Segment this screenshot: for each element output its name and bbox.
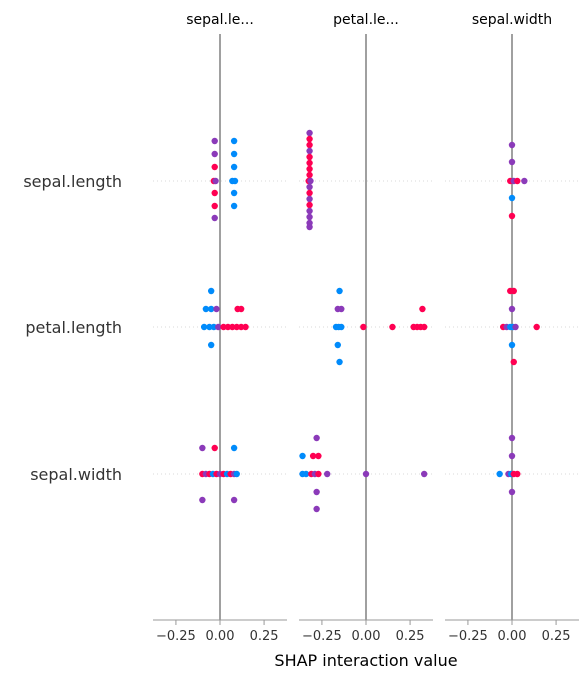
data-point-100 bbox=[313, 435, 319, 441]
panel-title-2: sepal.width bbox=[472, 12, 552, 28]
data-point-109 bbox=[324, 471, 330, 477]
data-point-10 bbox=[212, 190, 218, 196]
data-point-83 bbox=[511, 359, 517, 365]
data-point-112 bbox=[313, 489, 319, 495]
data-point-74 bbox=[511, 288, 517, 294]
data-point-121 bbox=[509, 489, 515, 495]
data-point-3 bbox=[231, 151, 237, 157]
data-point-0 bbox=[212, 138, 218, 144]
data-point-97 bbox=[234, 471, 240, 477]
row-label-2: sepal.width bbox=[30, 465, 122, 484]
data-point-12 bbox=[212, 203, 218, 209]
x-tick-label-1-1: 0.00 bbox=[352, 629, 381, 644]
data-point-39 bbox=[509, 195, 515, 201]
data-point-24 bbox=[307, 178, 313, 184]
x-axis-label: SHAP interaction value bbox=[274, 651, 457, 670]
data-point-114 bbox=[509, 435, 515, 441]
data-point-115 bbox=[509, 453, 515, 459]
data-point-56 bbox=[242, 324, 248, 330]
data-point-82 bbox=[509, 342, 515, 348]
data-point-14 bbox=[212, 215, 218, 221]
data-point-30 bbox=[306, 214, 312, 220]
data-point-99 bbox=[231, 497, 237, 503]
x-tick-label-0-2: 0.25 bbox=[250, 629, 279, 644]
data-point-4 bbox=[212, 164, 218, 170]
data-point-18 bbox=[306, 148, 312, 154]
x-tick-label-2-0: −0.25 bbox=[448, 629, 488, 644]
data-point-85 bbox=[212, 445, 218, 451]
data-point-72 bbox=[336, 359, 342, 365]
data-point-113 bbox=[313, 506, 319, 512]
data-point-11 bbox=[231, 190, 237, 196]
x-tick-label-1-0: −0.25 bbox=[302, 629, 342, 644]
x-tick-label-2-2: 0.25 bbox=[542, 629, 571, 644]
data-point-84 bbox=[199, 445, 205, 451]
data-point-120 bbox=[514, 471, 520, 477]
data-point-57 bbox=[208, 342, 214, 348]
data-point-98 bbox=[199, 497, 205, 503]
data-point-61 bbox=[419, 306, 425, 312]
data-point-34 bbox=[509, 159, 515, 165]
data-point-80 bbox=[512, 324, 518, 330]
data-point-40 bbox=[509, 213, 515, 219]
data-point-86 bbox=[231, 445, 237, 451]
data-point-1 bbox=[231, 138, 237, 144]
data-point-7 bbox=[212, 178, 218, 184]
data-point-46 bbox=[238, 306, 244, 312]
data-point-22 bbox=[306, 172, 312, 178]
data-point-20 bbox=[306, 160, 312, 166]
data-point-27 bbox=[306, 196, 312, 202]
data-point-9 bbox=[232, 178, 238, 184]
data-point-75 bbox=[509, 306, 515, 312]
data-point-5 bbox=[231, 164, 237, 170]
data-point-17 bbox=[306, 142, 312, 148]
data-point-37 bbox=[514, 178, 520, 184]
data-point-81 bbox=[533, 324, 539, 330]
data-point-108 bbox=[315, 471, 321, 477]
panel-title-1: petal.le... bbox=[333, 12, 399, 28]
data-point-15 bbox=[306, 130, 312, 136]
data-point-26 bbox=[306, 190, 312, 196]
data-point-44 bbox=[213, 306, 219, 312]
row-label-1: petal.length bbox=[25, 318, 122, 337]
data-point-41 bbox=[208, 288, 214, 294]
data-point-16 bbox=[306, 136, 312, 142]
data-point-28 bbox=[306, 202, 312, 208]
data-point-25 bbox=[306, 184, 312, 190]
data-point-116 bbox=[496, 471, 502, 477]
x-tick-label-0-1: 0.00 bbox=[206, 629, 235, 644]
data-point-19 bbox=[306, 154, 312, 160]
data-point-13 bbox=[231, 203, 237, 209]
data-point-66 bbox=[389, 324, 395, 330]
panel-title-0: sepal.le... bbox=[186, 12, 254, 28]
row-label-0: sepal.length bbox=[23, 172, 122, 191]
data-point-110 bbox=[363, 471, 369, 477]
data-point-32 bbox=[306, 224, 312, 230]
x-tick-label-2-1: 0.00 bbox=[498, 629, 527, 644]
data-point-2 bbox=[212, 151, 218, 157]
data-point-71 bbox=[335, 342, 341, 348]
data-point-29 bbox=[306, 208, 312, 214]
x-tick-label-0-0: −0.25 bbox=[156, 629, 196, 644]
data-point-103 bbox=[315, 453, 321, 459]
data-point-60 bbox=[338, 306, 344, 312]
data-point-21 bbox=[306, 166, 312, 172]
data-point-33 bbox=[509, 142, 515, 148]
x-tick-label-1-2: 0.25 bbox=[396, 629, 425, 644]
data-point-101 bbox=[299, 453, 305, 459]
data-point-70 bbox=[421, 324, 427, 330]
data-point-65 bbox=[360, 324, 366, 330]
data-point-58 bbox=[336, 288, 342, 294]
data-point-64 bbox=[338, 324, 344, 330]
data-point-111 bbox=[421, 471, 427, 477]
data-point-38 bbox=[521, 178, 527, 184]
